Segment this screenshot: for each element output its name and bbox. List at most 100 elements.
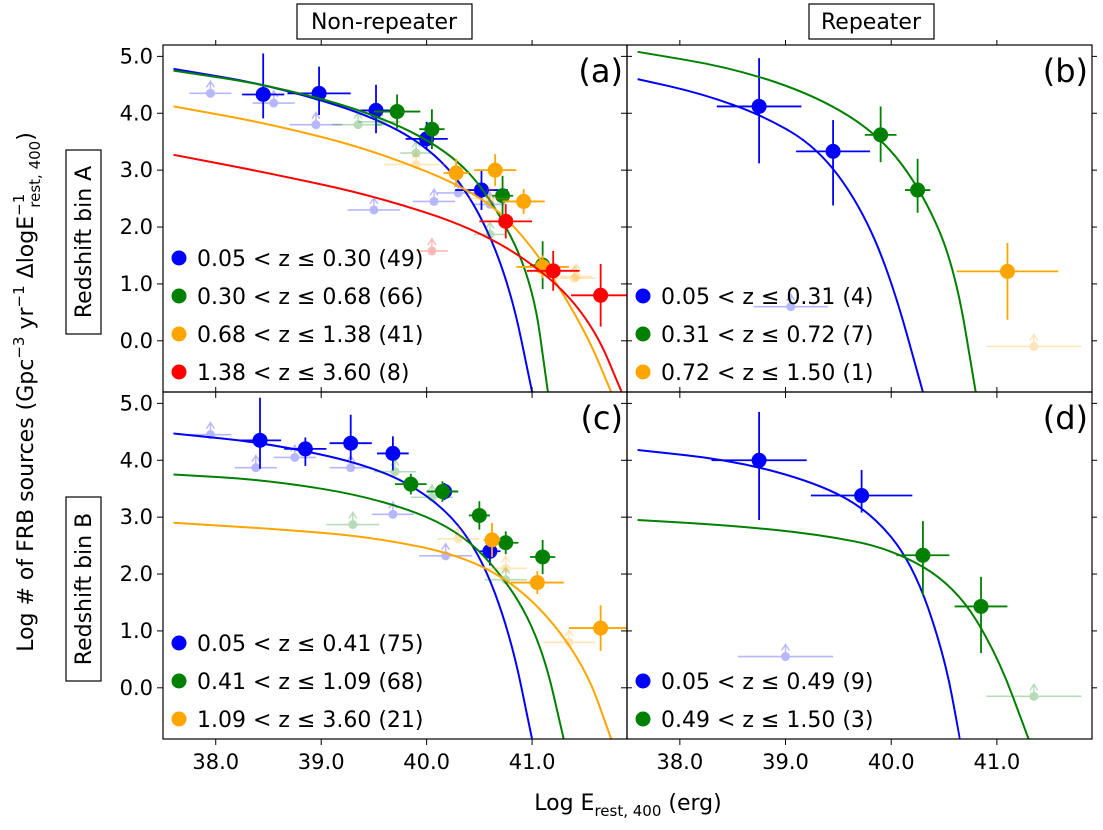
data-marker: [297, 441, 313, 457]
data-marker: [999, 263, 1015, 279]
panel-d: 38.0 39.0 40.0 41.0 (d) 0.05 < z ≤ 0.49 (9) 0.…: [621, 387, 1097, 774]
limit-arrow: [205, 421, 216, 431]
data-point-red: [571, 264, 627, 327]
data-marker: [593, 620, 609, 636]
lower-limit-marker: [753, 293, 828, 312]
fit-curve-green: [637, 519, 1030, 739]
data-marker: [529, 575, 545, 591]
limit-point: [564, 637, 574, 647]
legend-label: 0.30 < z ≤ 0.68 (66): [197, 285, 424, 310]
panel-label-a: (a): [578, 52, 623, 90]
lower-limit-marker: [560, 263, 593, 282]
x-tick-label: 41.0: [509, 750, 556, 774]
limit-arrow: [251, 454, 261, 464]
col-title-repeater: Repeater: [821, 10, 922, 35]
legend-label: 1.09 < z ≤ 3.60 (21): [197, 708, 424, 733]
legend-marker: [171, 364, 187, 380]
plot-area-b: [637, 50, 1082, 392]
legend-label: 0.68 < z ≤ 1.38 (41): [197, 323, 424, 348]
data-marker: [973, 598, 989, 614]
lower-limit-marker: [273, 444, 316, 462]
data-marker: [252, 432, 268, 448]
limit-point: [501, 563, 511, 573]
limit-arrow: [485, 185, 495, 195]
data-point-blue: [238, 397, 282, 469]
data-point-blue: [377, 436, 409, 471]
panel-a: 0.0 1.0 2.0 3.0 4.0 5.0 (a) 0.05 < z ≤ 0.30 (49…: [120, 40, 632, 398]
legend-marker: [171, 326, 187, 342]
panel-label-d: (d): [1043, 399, 1088, 437]
limit-point: [411, 148, 421, 158]
legend-label: 0.05 < z ≤ 0.41 (75): [197, 632, 424, 657]
data-point-blue: [711, 411, 807, 520]
x-tick-label: 39.0: [762, 750, 809, 774]
data-marker: [471, 507, 487, 523]
data-marker: [434, 484, 450, 500]
data-marker: [424, 121, 440, 137]
data-point-orange: [569, 605, 627, 651]
row-title-box-a: [65, 149, 102, 335]
data-point-green: [954, 576, 1008, 654]
data-marker: [535, 549, 551, 565]
col-title-box-repeater: [808, 3, 935, 40]
x-tick-label: 40.0: [403, 750, 450, 774]
legend-label: 0.05 < z ≤ 0.30 (49): [197, 247, 424, 272]
limit-point: [786, 302, 796, 312]
limit-point: [348, 520, 358, 530]
data-marker: [751, 98, 767, 114]
limit-point: [571, 272, 581, 282]
data-point-orange: [511, 571, 564, 594]
lower-limit-marker: [437, 525, 480, 544]
data-marker: [825, 143, 841, 159]
data-point-green: [373, 94, 421, 129]
limit-point: [311, 120, 321, 130]
data-point-blue: [796, 120, 871, 206]
x-tick-label: 38.0: [192, 750, 239, 774]
fit-curve-orange: [173, 105, 613, 392]
legend-label: 0.41 < z ≤ 1.09 (68): [197, 670, 424, 695]
data-point-green: [529, 539, 556, 575]
data-marker: [495, 188, 511, 204]
lower-limit-marker: [358, 108, 401, 127]
limit-point: [485, 194, 495, 204]
lower-limit-marker: [189, 80, 232, 98]
data-marker: [389, 104, 405, 120]
panel-b: (b) 0.05 < z ≤ 0.31 (4) 0.31 < z ≤ 0.72 (7…: [621, 40, 1097, 398]
limit-point: [427, 492, 437, 502]
legend-label: 0.31 < z ≤ 0.72 (7): [661, 323, 874, 348]
limit-arrow: [205, 80, 216, 90]
y-tick-label: 4.0: [120, 448, 153, 472]
data-point-green: [493, 531, 519, 555]
plot-area-c: [173, 397, 627, 739]
legend-marker: [171, 635, 187, 651]
y-tick-label: 0.0: [120, 329, 153, 353]
data-point-blue: [810, 469, 913, 513]
fit-curve-blue: [637, 449, 961, 739]
y-tick-label: 4.0: [120, 101, 153, 125]
panel-label-c: (c): [580, 399, 623, 437]
data-point-red: [526, 250, 580, 291]
row-title-b: Redshift bin B: [72, 513, 97, 665]
limit-arrow: [501, 566, 511, 576]
lower-limit-marker: [331, 111, 385, 130]
data-marker: [255, 86, 271, 102]
fit-curve-green: [173, 69, 549, 392]
legend-marker: [635, 711, 651, 727]
limit-point: [1029, 341, 1039, 351]
data-marker: [385, 445, 401, 461]
y-tick-label: 5.0: [120, 44, 153, 68]
legend-marker: [171, 288, 187, 304]
data-point-blue: [329, 414, 372, 461]
y-tick-label: 1.0: [120, 619, 153, 643]
legend-marker: [171, 673, 187, 689]
lower-limit-marker: [416, 237, 448, 256]
limit-arrow: [780, 643, 791, 653]
limit-point: [1029, 691, 1039, 701]
legend-label: 0.05 < z ≤ 0.49 (9): [661, 670, 874, 695]
legend-marker: [635, 326, 651, 342]
row-title-a: Redshift bin A: [72, 166, 97, 318]
lower-limit-marker: [326, 511, 380, 530]
lower-limit-marker: [484, 555, 527, 573]
limit-arrow: [485, 221, 495, 231]
limit-point: [781, 652, 791, 662]
